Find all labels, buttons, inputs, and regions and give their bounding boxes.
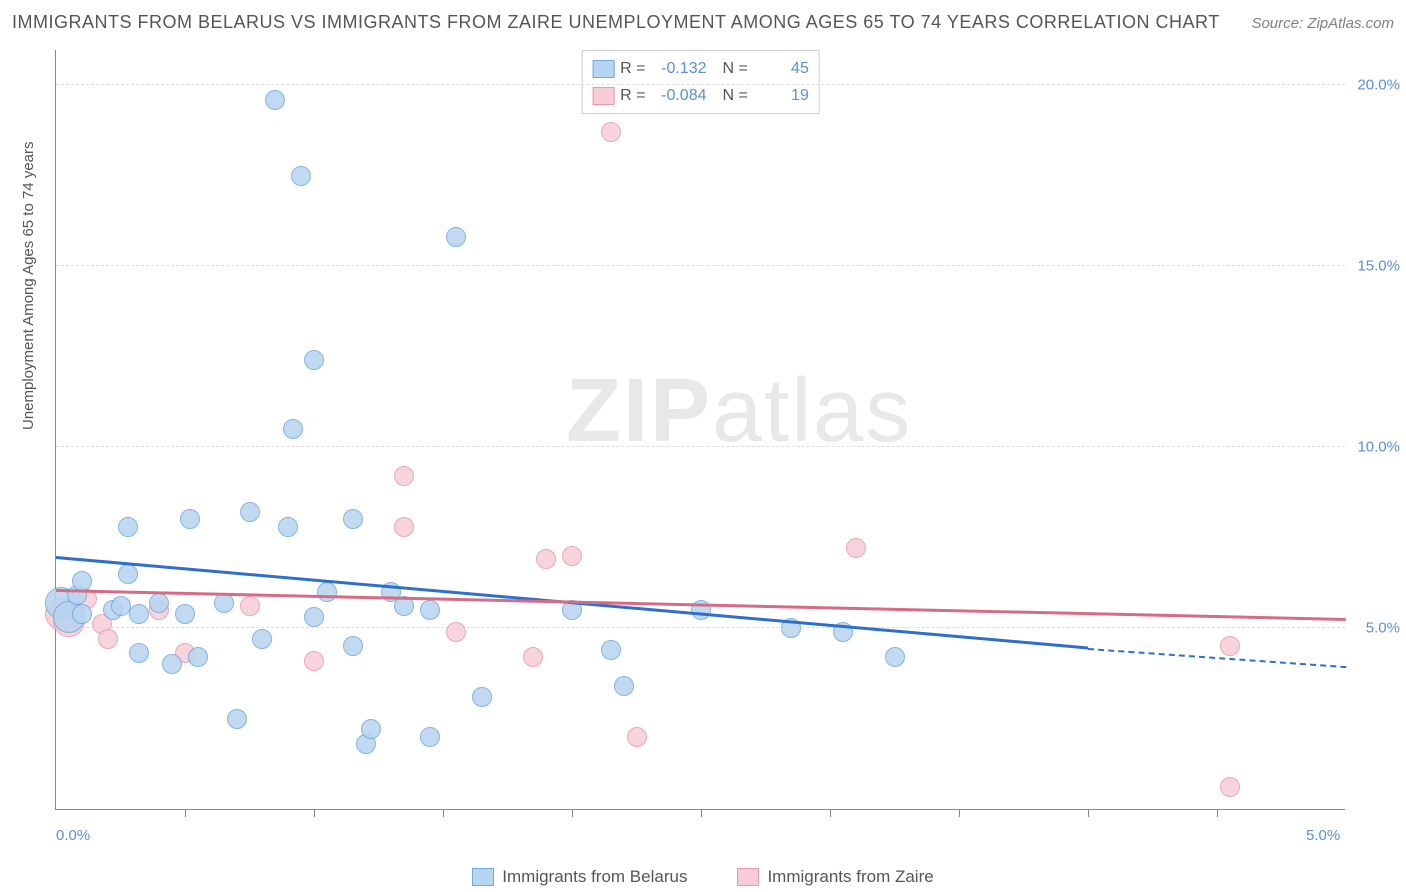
point-belarus xyxy=(361,719,381,739)
x-tick-label: 0.0% xyxy=(56,827,90,844)
point-belarus xyxy=(252,629,272,649)
point-belarus xyxy=(118,564,138,584)
x-tick-label: 5.0% xyxy=(1306,827,1340,844)
point-belarus xyxy=(129,604,149,624)
point-zaire xyxy=(98,629,118,649)
legend-row-belarus: R = -0.132 N = 45 xyxy=(592,55,809,82)
point-belarus xyxy=(317,582,337,602)
point-zaire xyxy=(304,651,324,671)
point-zaire xyxy=(523,647,543,667)
swatch-belarus xyxy=(592,60,614,78)
x-tick xyxy=(314,809,315,817)
point-zaire xyxy=(240,596,260,616)
swatch-belarus xyxy=(472,868,494,886)
point-belarus xyxy=(420,600,440,620)
point-belarus xyxy=(283,419,303,439)
x-tick xyxy=(1088,809,1089,817)
swatch-zaire xyxy=(592,87,614,105)
point-belarus xyxy=(472,687,492,707)
point-belarus xyxy=(601,640,621,660)
y-tick-label: 5.0% xyxy=(1366,620,1400,637)
point-belarus xyxy=(72,571,92,591)
x-tick xyxy=(443,809,444,817)
point-zaire xyxy=(627,727,647,747)
series-legend: Immigrants from Belarus Immigrants from … xyxy=(0,867,1406,887)
point-belarus xyxy=(343,636,363,656)
point-belarus xyxy=(304,350,324,370)
point-belarus xyxy=(129,643,149,663)
gridline xyxy=(56,265,1345,266)
point-zaire xyxy=(446,622,466,642)
point-zaire xyxy=(601,122,621,142)
swatch-zaire xyxy=(737,868,759,886)
y-axis-label: Unemployment Among Ages 65 to 74 years xyxy=(20,141,37,430)
x-tick xyxy=(959,809,960,817)
point-belarus xyxy=(111,596,131,616)
point-belarus xyxy=(291,166,311,186)
point-zaire xyxy=(846,538,866,558)
point-zaire xyxy=(536,549,556,569)
chart-plot-area: ZIPatlas R = -0.132 N = 45 R = -0.084 N … xyxy=(55,50,1345,810)
point-zaire xyxy=(1220,636,1240,656)
x-tick xyxy=(830,809,831,817)
y-tick-label: 15.0% xyxy=(1357,258,1400,275)
x-tick xyxy=(185,809,186,817)
legend-item-belarus: Immigrants from Belarus xyxy=(472,867,687,887)
point-belarus xyxy=(149,593,169,613)
point-belarus xyxy=(227,709,247,729)
point-belarus xyxy=(304,607,324,627)
point-belarus xyxy=(72,604,92,624)
gridline xyxy=(56,627,1345,628)
y-tick-label: 10.0% xyxy=(1357,439,1400,456)
point-belarus xyxy=(175,604,195,624)
trendline-belarus-extrap xyxy=(1088,648,1346,668)
correlation-legend: R = -0.132 N = 45 R = -0.084 N = 19 xyxy=(581,50,820,114)
legend-item-zaire: Immigrants from Zaire xyxy=(737,867,933,887)
point-zaire xyxy=(394,517,414,537)
point-belarus xyxy=(188,647,208,667)
point-belarus xyxy=(180,509,200,529)
watermark: ZIPatlas xyxy=(566,360,912,463)
point-belarus xyxy=(343,509,363,529)
x-tick xyxy=(572,809,573,817)
point-zaire xyxy=(562,546,582,566)
point-zaire xyxy=(1220,777,1240,797)
legend-row-zaire: R = -0.084 N = 19 xyxy=(592,82,809,109)
point-belarus xyxy=(420,727,440,747)
point-belarus xyxy=(278,517,298,537)
x-tick xyxy=(1217,809,1218,817)
point-belarus xyxy=(446,227,466,247)
source-attribution: Source: ZipAtlas.com xyxy=(1251,15,1394,32)
point-zaire xyxy=(394,466,414,486)
y-tick-label: 20.0% xyxy=(1357,77,1400,94)
gridline xyxy=(56,446,1345,447)
x-tick xyxy=(701,809,702,817)
chart-title: IMMIGRANTS FROM BELARUS VS IMMIGRANTS FR… xyxy=(12,12,1220,33)
point-belarus xyxy=(162,654,182,674)
point-belarus xyxy=(614,676,634,696)
point-belarus xyxy=(265,90,285,110)
point-belarus xyxy=(118,517,138,537)
point-belarus xyxy=(240,502,260,522)
gridline xyxy=(56,84,1345,85)
point-belarus xyxy=(885,647,905,667)
